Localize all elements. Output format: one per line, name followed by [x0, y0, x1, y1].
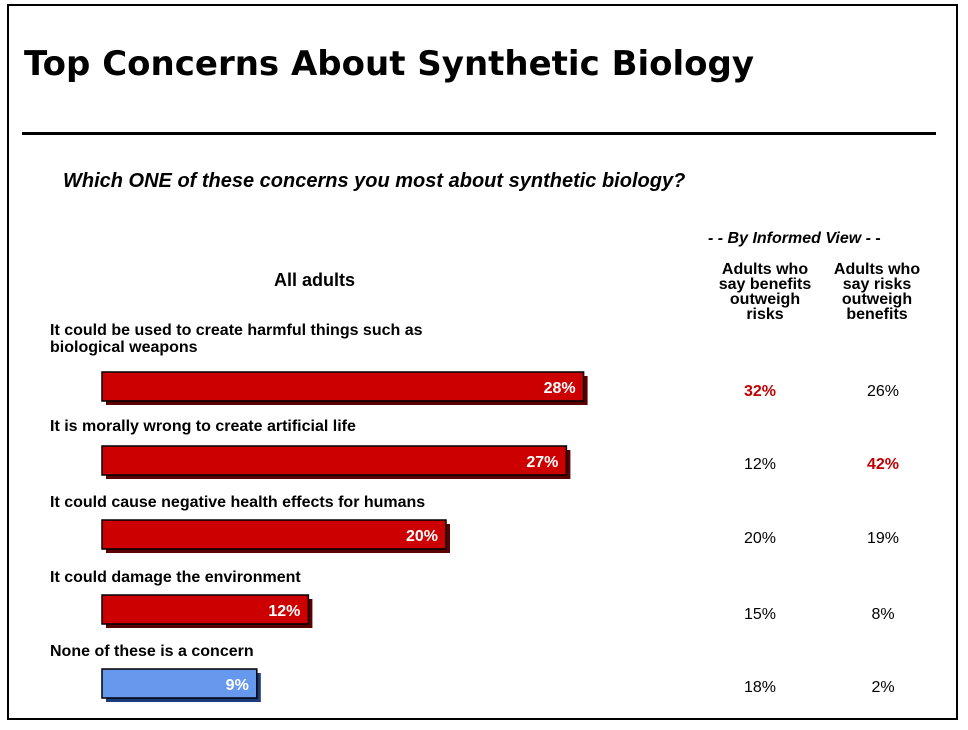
- benefits-value-none: 18%: [743, 679, 777, 696]
- benefits-value-environment: 15%: [743, 606, 777, 623]
- benefits-value-moral: 12%: [743, 456, 777, 473]
- informed-view-header: - - By Informed View - -: [708, 230, 881, 247]
- bar-environment: [101, 594, 310, 625]
- category-label-environment: It could damage the environment: [50, 569, 301, 586]
- benefits-value-health: 20%: [743, 530, 777, 547]
- bar-label-weapons: 28%: [544, 380, 576, 397]
- bar-label-moral: 27%: [526, 454, 558, 471]
- bar-health: [101, 519, 447, 550]
- risks-column-header: Adults who say risks outweigh benefits: [833, 261, 921, 323]
- category-label-weapons: It could be used to create harmful thing…: [50, 322, 423, 356]
- bar-weapons: [101, 371, 585, 402]
- slide-title: Top Concerns About Synthetic Biology: [24, 44, 755, 84]
- category-label-none: None of these is a concern: [50, 643, 254, 660]
- bar-moral: [101, 445, 568, 476]
- bar-label-health: 20%: [406, 528, 438, 545]
- all-adults-label: All adults: [274, 270, 356, 290]
- survey-question: Which ONE of these concerns you most abo…: [63, 170, 686, 192]
- risks-value-health: 19%: [866, 530, 900, 547]
- bar-label-none: 9%: [226, 677, 249, 694]
- title-rule: [22, 132, 936, 135]
- category-label-health: It could cause negative health effects f…: [50, 494, 426, 511]
- risks-value-weapons: 26%: [866, 383, 900, 400]
- benefits-value-weapons: 32%: [743, 383, 777, 400]
- bar-none: [101, 668, 258, 699]
- risks-value-none: 2%: [871, 679, 895, 696]
- risks-value-moral: 42%: [866, 456, 900, 473]
- category-label-moral: It is morally wrong to create artificial…: [50, 418, 356, 435]
- bar-label-environment: 12%: [268, 603, 300, 620]
- benefits-column-header: Adults who say benefits outweigh risks: [718, 261, 812, 323]
- risks-value-environment: 8%: [871, 606, 895, 623]
